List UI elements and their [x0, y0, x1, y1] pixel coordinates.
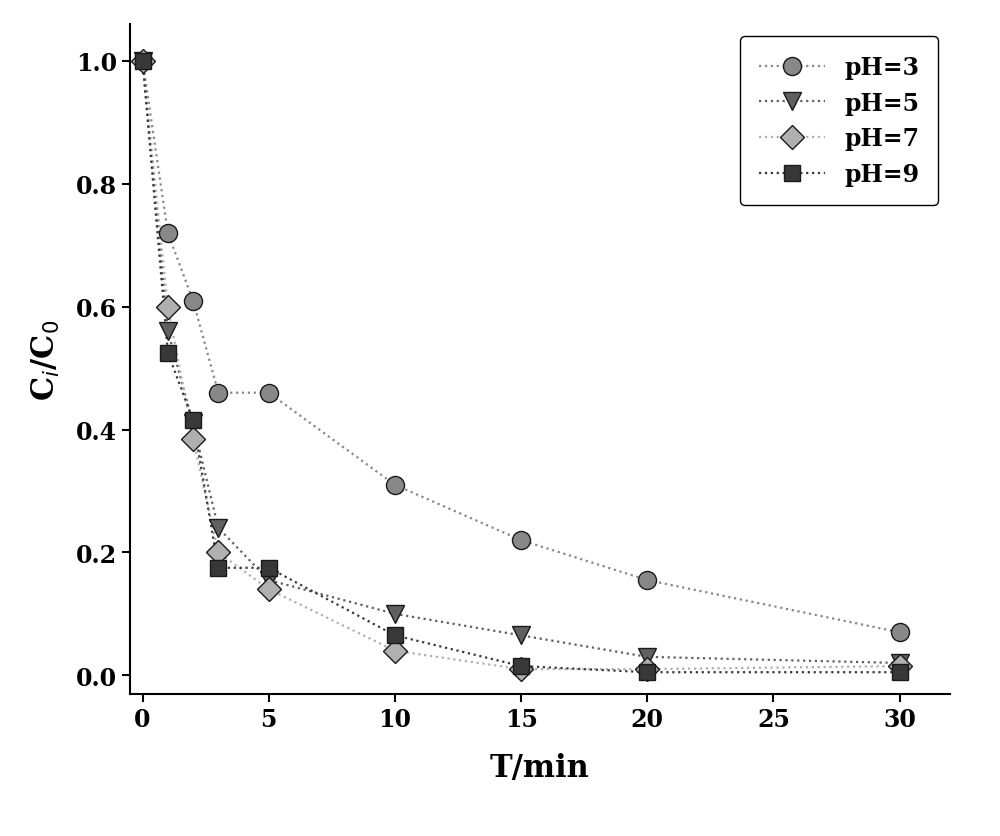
pH=7 — [641, 665, 653, 675]
pH=9 — [212, 563, 224, 573]
pH=5 — [389, 609, 401, 619]
pH=7 — [137, 57, 149, 67]
Y-axis label: C$_i$/C$_0$: C$_i$/C$_0$ — [30, 319, 62, 400]
pH=5 — [894, 658, 906, 668]
pH=9 — [894, 667, 906, 677]
pH=7 — [162, 303, 174, 313]
pH=3 — [894, 628, 906, 638]
pH=9 — [641, 667, 653, 677]
pH=9 — [515, 661, 527, 671]
pH=5 — [187, 419, 199, 429]
pH=7 — [263, 584, 275, 594]
pH=3 — [641, 575, 653, 585]
pH=7 — [894, 661, 906, 671]
pH=9 — [187, 415, 199, 426]
pH=7 — [515, 665, 527, 675]
pH=3 — [162, 229, 174, 239]
pH=9 — [162, 349, 174, 359]
pH=5 — [162, 327, 174, 337]
Legend: pH=3, pH=5, pH=7, pH=9: pH=3, pH=5, pH=7, pH=9 — [740, 37, 938, 206]
pH=9 — [137, 57, 149, 67]
pH=9 — [389, 630, 401, 640]
Line: pH=5: pH=5 — [134, 53, 909, 672]
pH=5 — [212, 523, 224, 533]
pH=9 — [263, 563, 275, 573]
pH=7 — [212, 548, 224, 558]
pH=5 — [263, 575, 275, 585]
pH=5 — [641, 652, 653, 662]
pH=7 — [389, 646, 401, 656]
Line: pH=7: pH=7 — [134, 54, 908, 678]
Line: pH=9: pH=9 — [134, 54, 908, 681]
Line: pH=3: pH=3 — [134, 53, 909, 641]
pH=3 — [263, 388, 275, 398]
pH=3 — [515, 536, 527, 546]
X-axis label: T/min: T/min — [490, 752, 590, 782]
pH=5 — [515, 630, 527, 640]
pH=3 — [137, 57, 149, 67]
pH=7 — [187, 434, 199, 444]
pH=3 — [212, 388, 224, 398]
pH=5 — [137, 57, 149, 67]
pH=3 — [389, 480, 401, 490]
pH=3 — [187, 296, 199, 306]
